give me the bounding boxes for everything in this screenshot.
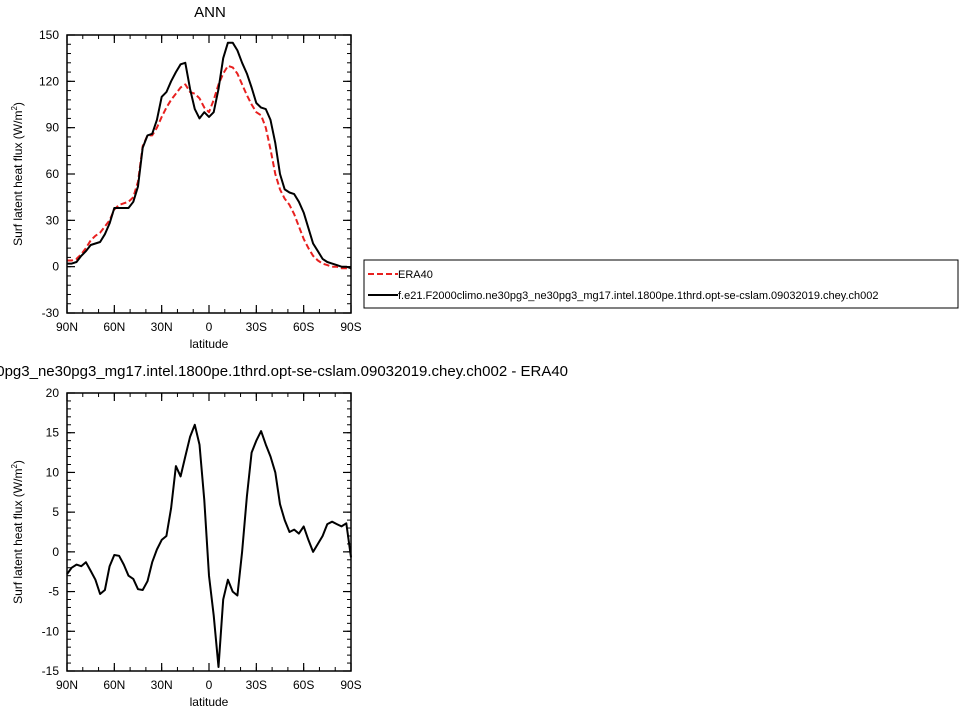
chart0-y-tick-label: 90: [46, 121, 60, 135]
legend: ERA40 f.e21.F2000climo.ne30pg3_ne30pg3_mg…: [363, 259, 959, 309]
chart1-x-tick-label: 60N: [103, 678, 125, 692]
chart0-x-tick-label: 0: [206, 320, 213, 334]
chart1-y-tick-label: -5: [48, 585, 59, 599]
chart1-x-tick-label: 30S: [246, 678, 267, 692]
chart0-y-tick-label: 120: [39, 74, 59, 88]
legend-box: [363, 259, 959, 309]
chart0-plot-frame: [66, 34, 352, 314]
chart1-y-axis-label: Surf latent heat flux (W/m2): [10, 460, 25, 604]
chart1-y-tick-label: 5: [52, 505, 59, 519]
chart1-y-tick-label: -15: [42, 664, 60, 678]
chart1-series-line-0: [66, 423, 352, 668]
chart0-y-tick-label: 150: [39, 28, 59, 42]
chart0-x-tick-label: 30S: [246, 320, 267, 334]
chart0-y-tick-label: 0: [52, 260, 59, 274]
chart1-y-tick-label: 0: [52, 545, 59, 559]
chart0-y-tick-label: 30: [46, 213, 60, 227]
top-panel-title: ANN: [194, 4, 226, 21]
chart0-y-tick-label: 60: [46, 167, 60, 181]
chart0-x-tick-label: 90S: [340, 320, 361, 334]
chart0-series-line-1: [67, 41, 352, 270]
chart1-x-tick-label: 60S: [293, 678, 314, 692]
chart0-x-tick-label: 90N: [56, 320, 78, 334]
chart1-x-tick-label: 90S: [340, 678, 361, 692]
legend-label-0: ERA40: [398, 269, 433, 281]
chart1-x-tick-label: 0: [206, 678, 213, 692]
bottom-panel-title: f.e21.F2000climo.ne30pg3_ne30pg3_mg17.in…: [0, 363, 568, 380]
chart1-y-tick-label: 20: [46, 386, 60, 400]
chart1-y-tick-label: 15: [46, 426, 60, 440]
chart0-x-tick-label: 60N: [103, 320, 125, 334]
chart0-x-tick-label: 60S: [293, 320, 314, 334]
bottom-panel: 90N 60N 30N 0 30S 60S 90S -15 -10 -5 0 5 10 15 20 latit…: [10, 386, 362, 709]
chart0-series-line-0: [67, 64, 351, 270]
legend-label-1: f.e21.F2000climo.ne30pg3_ne30pg3_mg17.in…: [398, 290, 878, 302]
chart0-x-axis-label: latitude: [190, 337, 229, 351]
chart1-y-tick-label: 10: [46, 465, 60, 479]
top-panel: 90N 60N 30N 0 30S 60S 90S -30 0 30 60 90 120 150 latit…: [10, 28, 362, 351]
chart0-y-tick-label: -30: [42, 306, 60, 320]
chart1-x-tick-label: 30N: [151, 678, 173, 692]
chart1-plot-frame: [66, 392, 352, 672]
chart1-x-axis-label: latitude: [190, 695, 229, 709]
chart1-y-tick-label: -10: [42, 624, 60, 638]
chart1-x-tick-label: 90N: [56, 678, 78, 692]
chart0-x-tick-label: 30N: [151, 320, 173, 334]
chart0-y-axis-label: Surf latent heat flux (W/m2): [10, 102, 25, 246]
